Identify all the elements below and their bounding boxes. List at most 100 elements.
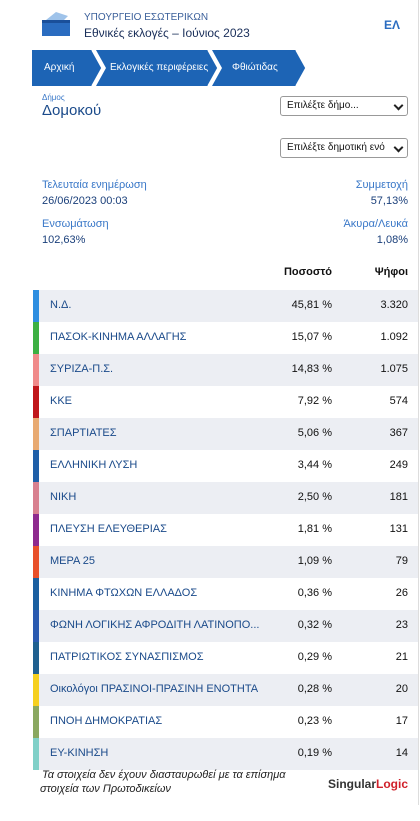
party-name: ΕΥ-ΚΙΝΗΣΗ <box>50 747 109 759</box>
votes: 17 <box>395 715 408 727</box>
party-name: ΜΕΡΑ 25 <box>50 555 96 567</box>
party-name: ΣΥΡΙΖΑ-Π.Σ. <box>50 363 114 375</box>
party-name: ΠΛΕΥΣΗ ΕΛΕΥΘΕΡΙΑΣ <box>50 523 167 535</box>
percent: 1,81 % <box>297 523 332 535</box>
result-row: ΜΕΡΑ 25 1,09 % 79 <box>33 546 418 578</box>
result-row: ΠΝΟΗ ΔΗΜΟΚΡΑΤΙΑΣ 0,23 % 17 <box>33 706 418 738</box>
breadcrumb-item[interactable]: Εκλογικές περιφέρειες <box>110 62 209 73</box>
result-row: ΠΑΣΟΚ-ΚΙΝΗΜΑ ΑΛΛΑΓΗΣ 15,07 % 1.092 <box>33 322 418 354</box>
party-name: ΝΙΚΗ <box>50 491 77 503</box>
party-color <box>33 642 39 674</box>
stat-label: Τελευταία ενημέρωση <box>42 179 147 191</box>
party-color <box>33 418 39 450</box>
unit-select[interactable]: Επιλέξτε δημοτική ενό <box>280 138 408 158</box>
stat-value: 26/06/2023 00:03 <box>42 195 128 207</box>
party-name: ΕΛΛΗΝΙΚΗ ΛΥΣΗ <box>50 459 138 471</box>
party-color <box>33 610 39 642</box>
party-color <box>33 354 39 386</box>
percent: 0,32 % <box>297 619 332 631</box>
result-row: ΣΠΑΡΤΙΑΤΕΣ 5,06 % 367 <box>33 418 418 450</box>
percent: 3,44 % <box>297 459 332 471</box>
municipality-name: Δομοκού <box>42 102 102 119</box>
votes: 14 <box>395 747 408 759</box>
result-row: Οικολόγοι ΠΡΑΣΙΝΟΙ-ΠΡΑΣΙΝΗ ΕΝΟΤΗΤΑ 0,28 %… <box>33 674 418 706</box>
brand-logo: SingularLogic <box>328 777 408 791</box>
language[interactable]: ΕΛ <box>384 18 401 32</box>
votes: 20 <box>395 683 408 695</box>
result-row: ΕΥ-ΚΙΝΗΣΗ 0,19 % 14 <box>33 738 418 770</box>
votes: 367 <box>389 427 408 439</box>
percent: 0,29 % <box>297 651 332 663</box>
party-name: Ν.Δ. <box>50 299 72 311</box>
votes: 249 <box>389 459 408 471</box>
result-row: Ν.Δ. 45,81 % 3.320 <box>33 290 418 322</box>
result-row: ΚΚΕ 7,92 % 574 <box>33 386 418 418</box>
votes: 79 <box>395 555 408 567</box>
party-name: Οικολόγοι ΠΡΑΣΙΝΟΙ-ΠΡΑΣΙΝΗ ΕΝΟΤΗΤΑ <box>50 683 259 695</box>
party-name: ΦΩΝΗ ΛΟΓΙΚΗΣ ΑΦΡΟΔΙΤΗ ΛΑΤΙΝΟΠΟ... <box>50 619 260 631</box>
percent: 14,83 % <box>291 363 332 375</box>
result-row: ΠΑΤΡΙΩΤΙΚΟΣ ΣΥΝΑΣΠΙΣΜΟΣ 0,29 % 21 <box>33 642 418 674</box>
percent: 2,50 % <box>297 491 332 503</box>
votes: 21 <box>395 651 408 663</box>
footer-note: Τα στοιχεία δεν έχουν διασταυρωθεί με τα… <box>42 769 286 781</box>
votes: 1.075 <box>380 363 408 375</box>
votes: 131 <box>389 523 408 535</box>
party-color <box>33 514 39 546</box>
party-name: ΠΑΤΡΙΩΤΙΚΟΣ ΣΥΝΑΣΠΙΣΜΟΣ <box>50 651 204 663</box>
votes: 3.320 <box>380 299 408 311</box>
percent: 0,36 % <box>297 587 332 599</box>
party-color <box>33 738 39 770</box>
party-name: ΚΚΕ <box>50 395 73 407</box>
party-color <box>33 706 39 738</box>
municipality-select[interactable]: Επιλέξτε δήμο... <box>280 96 408 116</box>
column-header: Ψήφοι <box>374 266 408 278</box>
percent: 0,28 % <box>297 683 332 695</box>
votes: 574 <box>389 395 408 407</box>
brand-part: Singular <box>327 777 376 791</box>
stat-label: Ενσωμάτωση <box>42 218 109 230</box>
party-color <box>33 290 39 322</box>
votes: 23 <box>395 619 408 631</box>
party-color <box>33 546 39 578</box>
breadcrumb-item[interactable]: Φθιώτιδας <box>232 62 278 73</box>
breadcrumb-item[interactable]: Αρχική <box>44 62 75 73</box>
party-color <box>33 386 39 418</box>
result-row: ΕΛΛΗΝΙΚΗ ΛΥΣΗ 3,44 % 249 <box>33 450 418 482</box>
party-color <box>33 450 39 482</box>
footer-note: στοιχεία των Πρωτοδικείων <box>40 783 171 795</box>
party-name: ΠΝΟΗ ΔΗΜΟΚΡΑΤΙΑΣ <box>50 715 163 727</box>
party-color <box>33 322 39 354</box>
party-name: ΚΙΝΗΜΑ ΦΤΩΧΩΝ ΕΛΛΑΔΟΣ <box>50 587 198 599</box>
result-row: ΝΙΚΗ 2,50 % 181 <box>33 482 418 514</box>
ministry: ΥΠΟΥΡΓΕΙΟ ΕΣΩΤΕΡΙΚΩΝ <box>84 12 209 23</box>
logo <box>42 12 70 36</box>
column-header: Ποσοστό <box>283 266 332 278</box>
percent: 5,06 % <box>297 427 332 439</box>
party-name: ΣΠΑΡΤΙΑΤΕΣ <box>50 427 117 439</box>
party-color <box>33 674 39 706</box>
percent: 45,81 % <box>291 299 332 311</box>
percent: 1,09 % <box>297 555 332 567</box>
votes: 1.092 <box>380 331 408 343</box>
result-row: ΦΩΝΗ ΛΟΓΙΚΗΣ ΑΦΡΟΔΙΤΗ ΛΑΤΙΝΟΠΟ... 0,32 % 2… <box>33 610 418 642</box>
result-row: ΠΛΕΥΣΗ ΕΛΕΥΘΕΡΙΑΣ 1,81 % 131 <box>33 514 418 546</box>
percent: 7,92 % <box>297 395 332 407</box>
stat-value: 1,08% <box>376 234 408 246</box>
stat-label: Συμμετοχή <box>355 179 408 191</box>
party-color <box>33 578 39 610</box>
stat-value: 102,63% <box>42 234 86 246</box>
party-name: ΠΑΣΟΚ-ΚΙΝΗΜΑ ΑΛΛΑΓΗΣ <box>50 331 187 343</box>
municipality-label: Δήμος <box>42 93 65 102</box>
brand-part: Logic <box>376 777 408 791</box>
party-color <box>33 482 39 514</box>
votes: 181 <box>389 491 408 503</box>
divider <box>418 0 419 805</box>
percent: 0,19 % <box>297 747 332 759</box>
votes: 26 <box>395 587 408 599</box>
site-title: Εθνικές εκλογές – Ιούνιος 2023 <box>84 26 250 40</box>
breadcrumb <box>32 50 307 86</box>
result-row: ΣΥΡΙΖΑ-Π.Σ. 14,83 % 1.075 <box>33 354 418 386</box>
stat-label: Άκυρα/Λευκά <box>343 218 408 230</box>
